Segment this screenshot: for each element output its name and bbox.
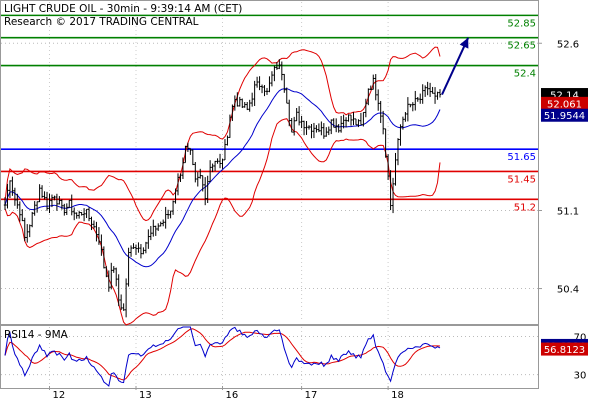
- rsi-axis: 703060.628456.8123: [541, 333, 588, 382]
- price-gridlines: [1, 2, 538, 322]
- price-tick-label: 52.6: [557, 39, 579, 50]
- rsi-gridlines: [1, 327, 538, 386]
- time-tick-label: 17: [305, 390, 318, 400]
- time-tick-label: 16: [226, 390, 239, 400]
- support-resistance-levels: 52.85 52.65 52.4 51.65 51.45 51.2: [1, 14, 538, 213]
- rsi-panel-frame: [0, 325, 539, 389]
- rsi-ma-line: [4, 328, 441, 381]
- current-value-label-box: [541, 96, 588, 110]
- rsi-value-label: 56.8123: [544, 345, 585, 356]
- level-label: 52.65: [507, 41, 536, 52]
- chart-title: LIGHT CRUDE OIL - 30min - 9:39:14 AM (CE…: [4, 3, 242, 15]
- price-bars: [3, 59, 442, 318]
- level-label: 52.4: [514, 69, 536, 80]
- current-value-label-box: [541, 108, 588, 122]
- rsi-value-label-box: [541, 342, 588, 356]
- forecast-arrow: [441, 37, 470, 95]
- time-tick-label: 18: [391, 390, 404, 400]
- rsi-line: [4, 326, 441, 387]
- rsi-label: RSI14 - 9MA: [4, 329, 69, 341]
- level-label: 52.85: [507, 18, 536, 29]
- bollinger-bands: [4, 46, 441, 326]
- current-value-label: 52.061: [547, 99, 582, 110]
- level-label: 51.65: [507, 152, 536, 163]
- forecast-arrow-line: [441, 37, 470, 95]
- chart-subtitle: Research © 2017 TRADING CENTRAL: [4, 16, 199, 28]
- time-axis: 12 13 16 17 18: [48, 386, 404, 400]
- current-value-label: 51.9544: [544, 111, 585, 122]
- time-tick-label: 13: [139, 390, 152, 400]
- rsi-tick-label: 70: [574, 333, 587, 344]
- lower-band-line: [4, 118, 441, 326]
- moving-average: [4, 88, 441, 268]
- forecast-arrow-head: [459, 37, 469, 49]
- rsi-lines: [4, 326, 441, 387]
- level-label: 51.45: [507, 174, 536, 185]
- moving-average-line: [4, 88, 441, 268]
- time-tick-label: 12: [52, 390, 65, 400]
- upper-band-line: [4, 46, 441, 222]
- level-label: 51.2: [514, 202, 536, 213]
- price-tick-label: 50.4: [557, 285, 579, 296]
- current-value-label: 52.14: [550, 91, 579, 102]
- price-panel-frame: [0, 0, 539, 325]
- rsi-tick-label: 30: [574, 371, 587, 382]
- price-tick-label: 51.1: [557, 207, 579, 218]
